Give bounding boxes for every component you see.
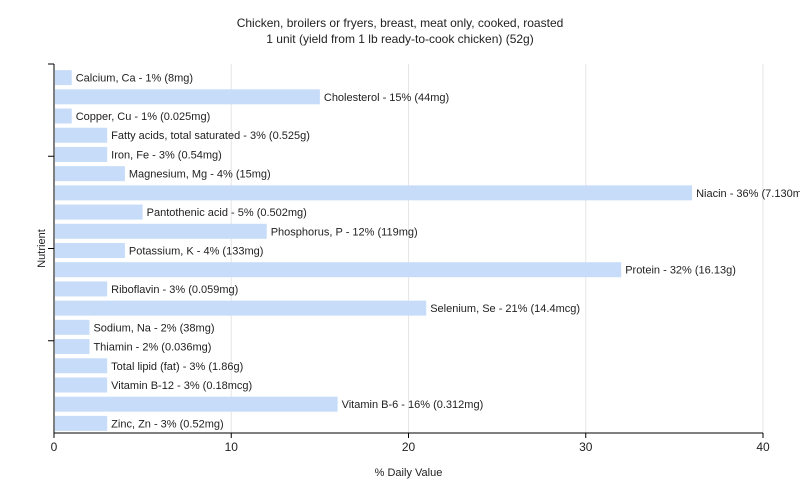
x-tick-label: 20 xyxy=(402,440,416,454)
data-label: Vitamin B-6 - 16% (0.312mg) xyxy=(342,399,484,411)
data-label: Magnesium, Mg - 4% (15mg) xyxy=(129,169,271,181)
data-label: Cholesterol - 15% (44mg) xyxy=(324,92,449,104)
bar xyxy=(55,204,143,220)
bar xyxy=(55,146,108,162)
data-label: Thiamin - 2% (0.036mg) xyxy=(93,342,211,354)
data-label: Riboflavin - 3% (0.059mg) xyxy=(111,284,238,296)
data-label: Vitamin B-12 - 3% (0.18mcg) xyxy=(111,380,252,392)
data-label: Phosphorus, P - 12% (119mg) xyxy=(271,226,418,238)
data-label: Sodium, Na - 2% (38mg) xyxy=(93,322,214,334)
bar xyxy=(55,70,72,86)
x-tick-label: 0 xyxy=(51,440,58,454)
bar xyxy=(55,262,622,278)
y-axis-title: Nutrient xyxy=(36,229,48,268)
data-label: Pantothenic acid - 5% (0.502mg) xyxy=(147,207,307,219)
x-tick-label: 10 xyxy=(225,440,239,454)
bar xyxy=(55,185,693,201)
chart-title: Chicken, broilers or fryers, breast, mea… xyxy=(236,16,564,30)
bar xyxy=(55,89,320,105)
data-label: Fatty acids, total saturated - 3% (0.525… xyxy=(111,130,310,142)
bar xyxy=(55,396,338,412)
data-label: Protein - 32% (16.13g) xyxy=(625,265,736,277)
bar xyxy=(55,243,125,258)
x-axis-title: % Daily Value xyxy=(375,467,443,479)
data-label: Potassium, K - 4% (133mg) xyxy=(129,246,264,258)
bar xyxy=(55,415,108,431)
bar xyxy=(55,339,90,355)
x-tick-label: 40 xyxy=(756,440,770,454)
bar xyxy=(55,223,267,239)
data-label: Total lipid (fat) - 3% (1.86g) xyxy=(111,361,243,373)
bar xyxy=(55,127,108,143)
bar xyxy=(55,300,427,316)
data-label: Iron, Fe - 3% (0.54mg) xyxy=(111,149,222,161)
chart-subtitle: 1 unit (yield from 1 lb ready-to-cook ch… xyxy=(266,32,534,46)
bar xyxy=(55,281,108,297)
bar xyxy=(55,377,108,393)
data-label: Niacin - 36% (7.130mg) xyxy=(696,188,800,200)
x-tick-label: 30 xyxy=(579,440,593,454)
data-label: Zinc, Zn - 3% (0.52mg) xyxy=(111,418,223,430)
data-label: Selenium, Se - 21% (14.4mcg) xyxy=(430,303,580,315)
bar xyxy=(55,108,72,124)
data-label: Copper, Cu - 1% (0.025mg) xyxy=(76,111,211,123)
bar xyxy=(55,358,108,374)
bar xyxy=(55,166,125,182)
bar xyxy=(55,319,90,335)
data-label: Calcium, Ca - 1% (8mg) xyxy=(76,73,193,85)
